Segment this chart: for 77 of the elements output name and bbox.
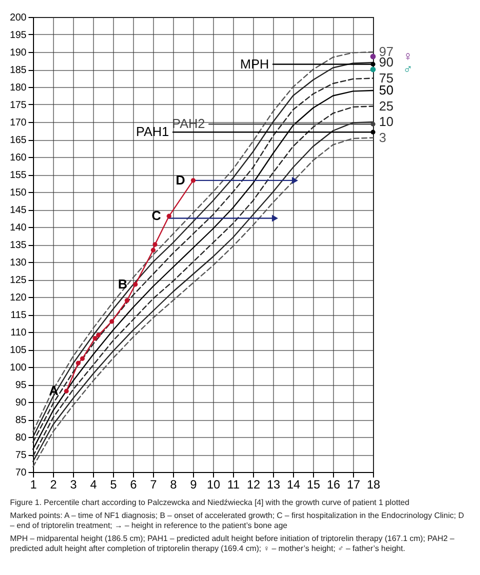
x-tick-label: 5 [110, 478, 118, 492]
y-tick-label: 180 [10, 82, 27, 94]
y-tick-label: 160 [10, 152, 27, 164]
x-tick-label: 2 [50, 478, 58, 492]
x-tick-label: 18 [366, 478, 380, 492]
annotation: C [152, 208, 162, 224]
y-tick-label: 110 [10, 328, 27, 338]
point [190, 178, 196, 183]
x-tick-label: 4 [90, 478, 98, 492]
series-label: 50 [379, 82, 394, 98]
x-tick-label: 14 [286, 478, 300, 492]
text: MPH – midparental height (186.5 cm); PAH1 – predicted adult height before initiation of triptorelin therapy (167.1 cm); PAH2 – predicted adult height after completion of triptorelin therapy (169.4 cm); ♀ – mother’s height; ♂ – father’s height. [10, 534, 456, 554]
y-tick-label: 200 [10, 12, 27, 24]
point [370, 130, 376, 134]
x-tick-label: 15 [306, 478, 320, 492]
y-tick-label: 170 [10, 118, 27, 128]
y-tick-label: 100 [10, 362, 27, 374]
y-tick-label: 75 [15, 450, 27, 461]
y-tick-label: 120 [10, 292, 27, 304]
text: ♀ [403, 48, 413, 64]
x-tick-label: 12 [246, 478, 260, 492]
point [80, 356, 85, 361]
caption: Figure 1. Percentile chart according to Palczewcka and Niedźwiecka [4] with the growth curve of patient 1 plotted [10, 498, 410, 508]
y-tick-label: 150 [10, 188, 27, 198]
y-tick-label: 155 [10, 170, 27, 181]
x-tick-label: 11 [227, 478, 240, 492]
x-tick-label: 7 [150, 478, 158, 492]
y-tick-label: 90 [15, 398, 27, 408]
y-tick-label: 135 [10, 240, 27, 251]
x-tick-label: 16 [326, 478, 340, 492]
x-tick-label: 8 [170, 478, 178, 492]
y-tick-label: 185 [10, 65, 27, 76]
text: ♂ [403, 62, 413, 76]
y-tick-label: 70 [15, 468, 27, 478]
y-tick-label: 190 [10, 48, 27, 58]
x-tick-label: 1 [30, 478, 38, 492]
x-tick-label: 10 [206, 478, 220, 492]
point [150, 248, 156, 252]
annotation: D [176, 172, 186, 188]
point [64, 388, 69, 394]
y-tick-label: 175 [10, 100, 27, 111]
series-label: MPH [240, 56, 269, 72]
series-label: 3 [379, 130, 386, 145]
x-tick-label: 9 [190, 478, 198, 492]
y-tick-label: 145 [10, 205, 27, 216]
point [370, 66, 376, 72]
point [96, 332, 101, 338]
x-tick-label: 17 [346, 478, 360, 492]
y-tick-label: 165 [10, 135, 27, 146]
x-tick-label: 3 [70, 478, 78, 492]
point [124, 298, 130, 303]
point [370, 122, 376, 126]
text: Marked points: A – time of NF1 diagnosis; B – onset of accelerated growth; C – first hospitalization in the Endocrinology Clinic; D – end of triptorelin treatment; → – height in reference to the patient’s bone age [10, 511, 466, 531]
series-label: PAH1 [136, 124, 169, 140]
point [152, 242, 158, 247]
y-tick-label: 85 [15, 415, 27, 426]
x-tick-label: 13 [266, 478, 280, 492]
y-tick-label: 195 [10, 30, 27, 41]
y-tick-label: 80 [15, 432, 27, 444]
annotation: B [118, 276, 128, 292]
point [92, 336, 98, 341]
series-label: 25 [379, 98, 394, 114]
y-tick-label: 105 [10, 345, 27, 356]
point [76, 360, 81, 366]
point [370, 54, 376, 60]
series-label: 10 [379, 114, 394, 129]
x-tick-label: 6 [130, 478, 138, 492]
point [109, 319, 114, 324]
point [166, 214, 172, 218]
y-tick-label: 125 [10, 275, 27, 286]
series-label: 75 [379, 70, 394, 86]
y-tick-label: 95 [15, 380, 27, 391]
y-tick-label: 130 [10, 258, 27, 268]
point [370, 62, 376, 67]
y-tick-label: 115 [10, 310, 27, 321]
y-tick-label: 140 [10, 222, 27, 234]
point [133, 282, 138, 287]
